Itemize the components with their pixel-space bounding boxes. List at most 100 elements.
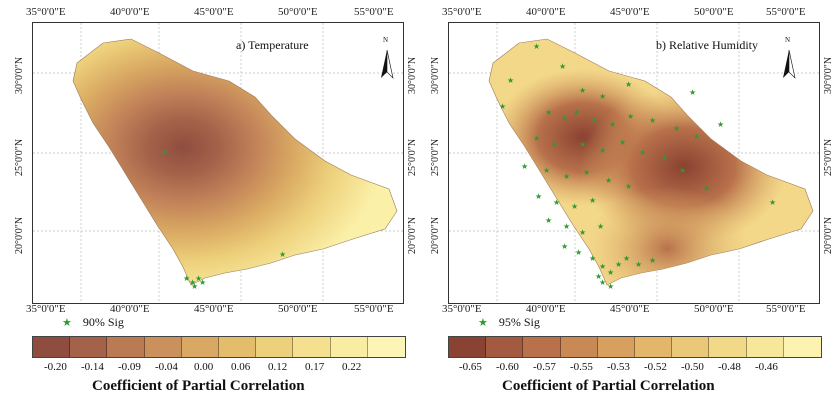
- svg-text:★: ★: [597, 222, 604, 231]
- colorbar-swatch: [672, 337, 710, 357]
- svg-text:★: ★: [703, 184, 710, 193]
- colorbar-tick-label: -0.14: [81, 361, 104, 373]
- top-tick-label: 35°0'0"E: [26, 6, 66, 18]
- colorbar-tick-label: -0.04: [155, 361, 178, 373]
- svg-text:★: ★: [627, 112, 634, 121]
- colorbar-tick-label: -0.48: [718, 361, 741, 373]
- colorbar-swatch: [449, 337, 487, 357]
- svg-text:★: ★: [199, 278, 206, 287]
- bottom-tick-label: 35°0'0"E: [26, 303, 66, 315]
- colorbar-swatch: [746, 337, 784, 357]
- svg-text:★: ★: [679, 166, 686, 175]
- top-tick-label: 50°0'0"E: [278, 6, 318, 18]
- svg-text:★: ★: [563, 172, 570, 181]
- colorbar-swatch: [709, 337, 747, 357]
- svg-text:★: ★: [599, 146, 606, 155]
- right-tick-label: 30°0'0"N: [823, 56, 834, 94]
- significance-legend: ★ 90% Sig: [62, 315, 124, 330]
- map-area-humidity: ★ ★ ★ ★ ★ ★ ★ ★ ★ ★ ★ ★ ★ ★ ★ ★ ★ ★ ★ ★ ★ ★ ★ ★ ★ ★ ★ ★ ★ ★ …: [448, 22, 820, 304]
- svg-text:★: ★: [533, 134, 540, 143]
- svg-text:★: ★: [589, 254, 596, 263]
- colorbar: [32, 336, 406, 358]
- colorbar-tick-label: -0.60: [496, 361, 519, 373]
- svg-text:★: ★: [625, 80, 632, 89]
- svg-text:★: ★: [623, 254, 630, 263]
- svg-text:★: ★: [535, 192, 542, 201]
- svg-text:★: ★: [563, 222, 570, 231]
- colorbar-swatch: [523, 337, 561, 357]
- colorbar-tick-label: -0.65: [459, 361, 482, 373]
- bottom-tick-label: 45°0'0"E: [194, 303, 234, 315]
- significance-label: 90% Sig: [82, 315, 124, 329]
- svg-text:★: ★: [545, 216, 552, 225]
- svg-text:★: ★: [607, 282, 614, 291]
- svg-text:★: ★: [189, 278, 196, 287]
- bottom-tick-label: 35°0'0"E: [442, 303, 482, 315]
- svg-text:★: ★: [559, 62, 566, 71]
- svg-text:★: ★: [769, 198, 776, 207]
- svg-text:★: ★: [579, 228, 586, 237]
- svg-text:★: ★: [599, 92, 606, 101]
- svg-text:★: ★: [605, 176, 612, 185]
- svg-text:★: ★: [575, 248, 582, 257]
- svg-text:★: ★: [573, 108, 580, 117]
- colorbar-tick-label: 0.17: [305, 361, 325, 373]
- colorbar: [448, 336, 822, 358]
- humidity-low-zone-south: [489, 39, 813, 285]
- svg-text:★: ★: [639, 148, 646, 157]
- svg-text:★: ★: [543, 166, 550, 175]
- bottom-tick-label: 55°0'0"E: [354, 303, 394, 315]
- svg-text:★: ★: [195, 274, 202, 283]
- svg-text:★: ★: [673, 124, 680, 133]
- bottom-tick-label: 50°0'0"E: [694, 303, 734, 315]
- svg-text:★: ★: [595, 272, 602, 281]
- north-label: N: [383, 36, 389, 44]
- colorbar-swatch: [634, 337, 673, 357]
- humidity-map: ★★★ ★★★ ★★★ ★ ★★ ★★★ ★★★ ★★★ ★★★ ★★ ★ ★ ★★ …: [449, 23, 819, 303]
- top-tick-label: 35°0'0"E: [442, 6, 482, 18]
- svg-text:★: ★: [589, 196, 596, 205]
- bottom-tick-label: 55°0'0"E: [766, 303, 806, 315]
- colorbar-swatch: [293, 337, 331, 357]
- north-label: N: [785, 36, 791, 44]
- panel-title: b) Relative Humidity: [656, 38, 758, 52]
- svg-text:★: ★: [625, 182, 632, 191]
- svg-text:★: ★: [499, 102, 506, 111]
- right-tick-label: 20°0'0"N: [823, 216, 834, 254]
- colorbar-swatch: [218, 337, 257, 357]
- svg-text:★: ★: [579, 86, 586, 95]
- svg-text:★: ★: [551, 140, 558, 149]
- right-tick-label: 25°0'0"N: [407, 138, 418, 176]
- svg-text:★: ★: [619, 138, 626, 147]
- country-shape: [72, 38, 398, 286]
- colorbar-swatch: [330, 337, 368, 357]
- top-tick-label: 40°0'0"E: [526, 6, 566, 18]
- colorbar-swatch: [33, 337, 71, 357]
- svg-text:★: ★: [183, 274, 190, 283]
- svg-text:★: ★: [607, 268, 614, 277]
- colorbar-swatch: [256, 337, 294, 357]
- colorbar-swatch: [181, 337, 219, 357]
- star-marker-icon: ★: [62, 317, 72, 329]
- colorbar-tick-label: 0.12: [268, 361, 288, 373]
- svg-text:★: ★: [635, 260, 642, 269]
- svg-text:★: ★: [693, 132, 700, 141]
- svg-text:★: ★: [545, 108, 552, 117]
- panel-temperature: 35°0'0"E 40°0'0"E 45°0'0"E 50°0'0"E 55°0…: [10, 0, 422, 401]
- svg-text:★: ★: [599, 278, 606, 287]
- left-tick-label: 25°0'0"N: [14, 138, 25, 176]
- top-tick-label: 45°0'0"E: [610, 6, 650, 18]
- colorbar-tick-label: -0.57: [533, 361, 556, 373]
- svg-text:★: ★: [279, 250, 286, 259]
- north-arrow-icon: [381, 49, 394, 79]
- svg-text:★: ★: [521, 162, 528, 171]
- svg-text:★: ★: [561, 114, 568, 123]
- colorbar-swatch: [486, 337, 524, 357]
- svg-text:★: ★: [661, 154, 668, 163]
- right-tick-label: 20°0'0"N: [407, 216, 418, 254]
- left-tick-label: 20°0'0"N: [430, 216, 441, 254]
- colorbar-title: Coefficient of Partial Correlation: [92, 378, 305, 394]
- bottom-tick-label: 40°0'0"E: [526, 303, 566, 315]
- svg-text:★: ★: [507, 76, 514, 85]
- north-arrow-icon: [783, 49, 796, 79]
